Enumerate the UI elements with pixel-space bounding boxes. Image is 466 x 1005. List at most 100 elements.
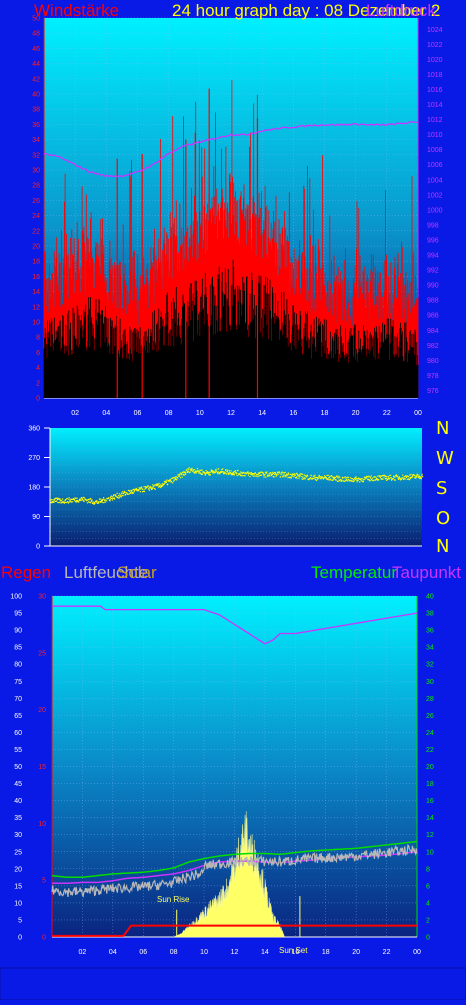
weather-x-tick: 04 [109,949,117,956]
wind-y-tick: 46 [32,46,40,53]
wind-y-tick: 2 [36,380,40,387]
wind-x-tick: 22 [383,410,391,417]
pressure-line [43,121,418,178]
temperature-y-tick: 6 [426,883,430,890]
wind-x-tick: 02 [71,410,79,417]
wind-y-tick: 10 [32,320,40,327]
humidity-y-tick: 20 [14,866,22,873]
wind-x-tick: 06 [134,410,142,417]
humidity-y-tick: 80 [14,662,22,669]
pressure-title: Luftdruck [366,1,436,20]
rain-y-tick: 10 [38,821,46,828]
humidity-y-tick: 55 [14,747,22,754]
wind-y-tick: 8 [36,335,40,342]
pressure-y-tick: 1000 [427,207,443,214]
pressure-y-tick: 1006 [427,162,443,169]
humidity-y-tick: 70 [14,696,22,703]
temperature-label: Temperatur [311,563,397,582]
sunrise-label: Sun Rise [157,895,190,904]
pressure-y-tick: 1016 [427,87,443,94]
direction-y-tick: 0 [36,544,40,551]
wind-y-tick: 32 [32,152,40,159]
temperature-y-tick: 18 [426,781,434,788]
pressure-y-tick: 996 [427,237,439,244]
wind-y-tick: 50 [32,16,40,23]
temperature-y-tick: 38 [426,611,434,618]
humidity-line [52,605,418,645]
pressure-y-tick: 1024 [427,27,443,34]
solar-label: Solar [117,563,157,582]
direction-y-tick: 270 [28,455,40,462]
humidity-y-tick: 30 [14,832,22,839]
compass-south: S [436,478,448,499]
wind-x-tick: 08 [165,410,173,417]
temperature-y-tick: 32 [426,662,434,669]
humidity-y-tick: 95 [14,611,22,618]
direction-y-tick: 90 [32,514,40,521]
humidity-y-tick: 10 [14,900,22,907]
wind-y-tick: 30 [32,168,40,175]
solar-area [173,811,286,938]
pressure-y-tick: 978 [427,373,439,380]
temperature-line [51,840,418,879]
temperature-y-tick: 28 [426,696,434,703]
wind-x-tick: 14 [258,410,266,417]
pressure-y-tick: 976 [427,388,439,395]
dewpoint-label: Taupunkt [392,563,461,582]
wind-x-tick: 12 [227,410,235,417]
humidity-y-tick: 50 [14,764,22,771]
temperature-y-tick: 2 [426,917,430,924]
pressure-y-tick: 1012 [427,117,443,124]
wind-y-tick: 0 [36,396,40,403]
weather-x-tick: 18 [322,949,330,956]
rain-y-tick: 15 [38,764,46,771]
compass-north-top: N [436,418,450,439]
wind-x-tick: 00 [414,410,422,417]
compass-north-bottom: N [436,536,450,557]
humidity-y-tick: 25 [14,849,22,856]
wind-y-tick: 22 [32,228,40,235]
weather-x-tick: 16 [291,949,299,956]
pressure-y-tick: 1022 [427,42,443,49]
wind-x-tick: 16 [289,410,297,417]
rain-y-tick: 20 [38,707,46,714]
pressure-y-tick: 988 [427,298,439,305]
weather-x-tick: 02 [79,949,87,956]
pressure-y-tick: 1020 [427,57,443,64]
weather-x-tick: 20 [352,949,360,956]
wind-x-tick: 20 [352,410,360,417]
temperature-y-tick: 0 [426,935,430,942]
wind-y-tick: 34 [32,137,40,144]
pressure-y-tick: 980 [427,358,439,365]
pressure-y-tick: 992 [427,268,439,275]
pressure-y-tick: 1008 [427,147,443,154]
wind-y-tick: 20 [32,244,40,251]
temperature-y-tick: 10 [426,849,434,856]
humidity-y-tick: 75 [14,679,22,686]
grey-trace-line [51,844,418,898]
temperature-y-tick: 4 [426,900,430,907]
temperature-y-tick: 36 [426,628,434,635]
pressure-y-tick: 990 [427,283,439,290]
compass-east: O [436,508,451,529]
temperature-y-tick: 26 [426,713,434,720]
graph-title: 24 hour graph day : 08 Dezember 2 [172,1,441,20]
humidity-y-tick: 60 [14,730,22,737]
pressure-y-tick: 984 [427,328,439,335]
pressure-y-tick: 1010 [427,132,443,139]
wind-y-tick: 36 [32,122,40,129]
temperature-y-tick: 12 [426,832,434,839]
humidity-y-tick: 85 [14,645,22,652]
wind-y-tick: 4 [36,365,40,372]
wind-y-tick: 16 [32,274,40,281]
rain-label: Regen [1,563,52,582]
pressure-y-tick: 1014 [427,102,443,109]
wind-y-tick: 14 [32,289,40,296]
wind-x-tick: 04 [102,410,110,417]
temperature-y-tick: 30 [426,679,434,686]
rain-line [52,924,417,937]
pressure-y-tick: 994 [427,253,439,260]
wind-x-tick: 10 [196,410,204,417]
weather-x-tick: 06 [139,949,147,956]
